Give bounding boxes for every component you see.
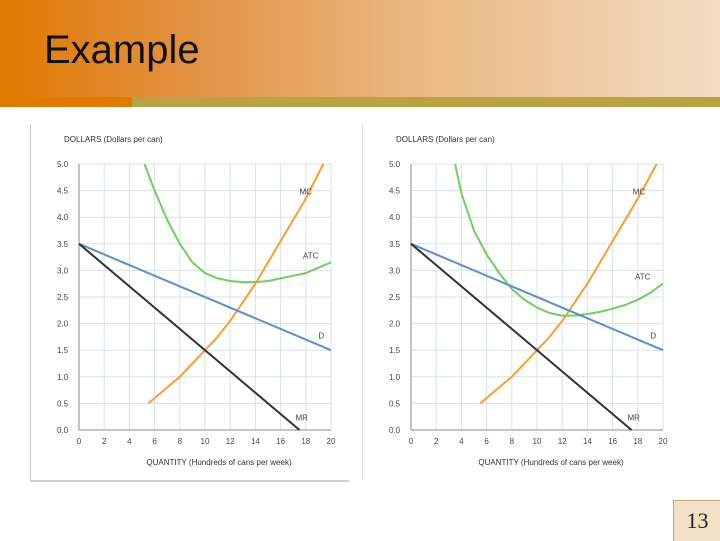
chart-svg: 0 2 4 6 8 10 12 14 16 18 20 0.0 0.5 1.0 1.5 2.0 2.5 3.0 3.… bbox=[389, 135, 668, 467]
series-line-d bbox=[78, 242, 332, 352]
series-line-mr bbox=[410, 243, 633, 431]
x-tick-label: 0 bbox=[77, 437, 82, 446]
series-label-atc: ATC bbox=[303, 251, 319, 260]
x-tick-label: 12 bbox=[226, 437, 235, 446]
x-tick-label: 8 bbox=[510, 437, 515, 446]
y-tick-label: 1.0 bbox=[389, 373, 401, 382]
series-label-mr: MR bbox=[296, 413, 309, 422]
series-line-atc bbox=[143, 163, 332, 284]
series-label-d: D bbox=[650, 331, 656, 340]
y-tick-label: 2.0 bbox=[57, 320, 69, 329]
x-tick-label: 16 bbox=[608, 437, 617, 446]
x-tick-label: 10 bbox=[201, 437, 210, 446]
y-tick-label: 0.5 bbox=[57, 399, 69, 408]
y-tick-label: 2.0 bbox=[389, 320, 401, 329]
x-axis-label: QUANTITY (Hundreds of cans per week) bbox=[478, 458, 624, 467]
x-tick-label: 16 bbox=[276, 437, 285, 446]
series-label-mc: MC bbox=[633, 188, 646, 197]
x-tick-label: 10 bbox=[533, 437, 542, 446]
y-tick-label: 0.5 bbox=[389, 399, 401, 408]
x-tick-label: 4 bbox=[127, 437, 132, 446]
x-tick-label: 12 bbox=[558, 437, 567, 446]
x-tick-label: 6 bbox=[484, 437, 489, 446]
y-tick-label: 3.0 bbox=[389, 266, 401, 275]
x-tick-label: 20 bbox=[659, 437, 668, 446]
series-line-mc bbox=[479, 163, 658, 405]
x-axis-label: QUANTITY (Hundreds of cans per week) bbox=[146, 458, 292, 467]
chart-right: 0 2 4 6 8 10 12 14 16 18 20 0.0 0.5 1.0 1.5 2.0 2.5 3.0 3.… bbox=[362, 124, 681, 480]
chart-svg: 0 2 4 6 8 10 12 14 16 18 20 0.0 0.5 1.0 1.5 2.0 2.5 3.0 3.… bbox=[57, 135, 336, 467]
y-axis-label: DOLLARS (Dollars per can) bbox=[64, 135, 163, 144]
y-tick-label: 3.5 bbox=[57, 240, 69, 249]
series-label-mr: MR bbox=[628, 413, 641, 422]
page-number: 13 bbox=[673, 500, 720, 541]
series-label-d: D bbox=[318, 331, 324, 340]
series-line-atc bbox=[454, 163, 664, 317]
x-tick-label: 18 bbox=[301, 437, 310, 446]
y-tick-label: 0.0 bbox=[57, 426, 69, 435]
x-tick-label: 6 bbox=[152, 437, 157, 446]
y-axis-label: DOLLARS (Dollars per can) bbox=[396, 135, 495, 144]
x-tick-label: 0 bbox=[409, 437, 414, 446]
series-line-d bbox=[410, 242, 664, 352]
x-tick-label: 8 bbox=[178, 437, 183, 446]
series-label-mc: MC bbox=[299, 188, 312, 197]
y-tick-label: 1.5 bbox=[389, 346, 401, 355]
y-tick-label: 2.5 bbox=[389, 293, 401, 302]
slide-title: Example bbox=[44, 28, 200, 72]
x-tick-label: 20 bbox=[327, 437, 336, 446]
y-tick-label: 1.5 bbox=[57, 346, 69, 355]
x-tick-label: 14 bbox=[583, 437, 592, 446]
y-tick-label: 4.5 bbox=[57, 187, 69, 196]
accent-band-left bbox=[0, 97, 132, 107]
y-tick-label: 1.0 bbox=[57, 373, 69, 382]
y-tick-label: 4.0 bbox=[389, 213, 401, 222]
y-tick-label: 5.0 bbox=[389, 160, 401, 169]
series-label-atc: ATC bbox=[635, 273, 651, 282]
y-tick-label: 3.0 bbox=[57, 266, 69, 275]
chart-left: 0 2 4 6 8 10 12 14 16 18 20 0.0 0.5 1.0 1.5 2.0 2.5 3.0 3.… bbox=[30, 124, 349, 482]
y-tick-label: 0.0 bbox=[389, 426, 401, 435]
y-tick-label: 3.5 bbox=[389, 240, 401, 249]
series-line-mr bbox=[78, 243, 301, 431]
y-tick-label: 4.5 bbox=[389, 187, 401, 196]
x-tick-label: 2 bbox=[102, 437, 107, 446]
accent-band bbox=[132, 97, 720, 107]
x-tick-label: 14 bbox=[251, 437, 260, 446]
x-tick-label: 18 bbox=[633, 437, 642, 446]
y-tick-label: 4.0 bbox=[57, 213, 69, 222]
y-tick-label: 2.5 bbox=[57, 293, 69, 302]
series-line-mc bbox=[147, 163, 325, 405]
x-tick-label: 2 bbox=[434, 437, 439, 446]
x-tick-label: 4 bbox=[459, 437, 464, 446]
y-tick-label: 5.0 bbox=[57, 160, 69, 169]
title-bar: Example bbox=[0, 0, 720, 107]
